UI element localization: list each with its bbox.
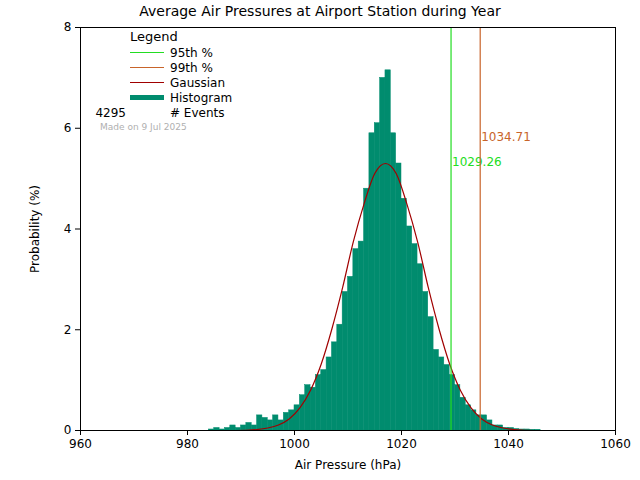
html-text:95th %: 95th % [170,45,213,60]
html-text:Average Air Pressures at Airpo: Average Air Pressures at Airport Station… [139,3,501,19]
html-text:4295: 4295 [95,105,126,120]
svg-text:0: 0 [64,423,72,437]
svg-text:8: 8 [64,22,72,34]
svg-text:1020: 1020 [386,437,417,451]
svg-text:980: 980 [176,437,199,451]
svg-text:1040: 1040 [493,437,524,451]
html-text:Histogram: Histogram [170,90,233,105]
html-text:# Events: # Events [170,105,225,120]
svg-text:1029.26: 1029.26 [452,155,502,169]
html-text:Made on 9 Jul 2025: Made on 9 Jul 2025 [100,121,187,132]
html-text:Gaussian: Gaussian [170,75,226,90]
svg-text:4: 4 [64,222,72,236]
html-text:99th %: 99th % [170,60,213,75]
html-text:Legend: Legend [130,29,178,44]
svg-text:6: 6 [64,121,72,135]
svg-text:2: 2 [64,323,72,337]
svg-text:1000: 1000 [279,437,310,451]
svg-text:Probability (%): Probability (%) [28,185,42,273]
svg-text:Air Pressure (hPa): Air Pressure (hPa) [295,458,401,472]
svg-text:1060: 1060 [600,437,631,451]
svg-text:1034.71: 1034.71 [481,130,531,144]
svg-text:960: 960 [69,437,92,451]
